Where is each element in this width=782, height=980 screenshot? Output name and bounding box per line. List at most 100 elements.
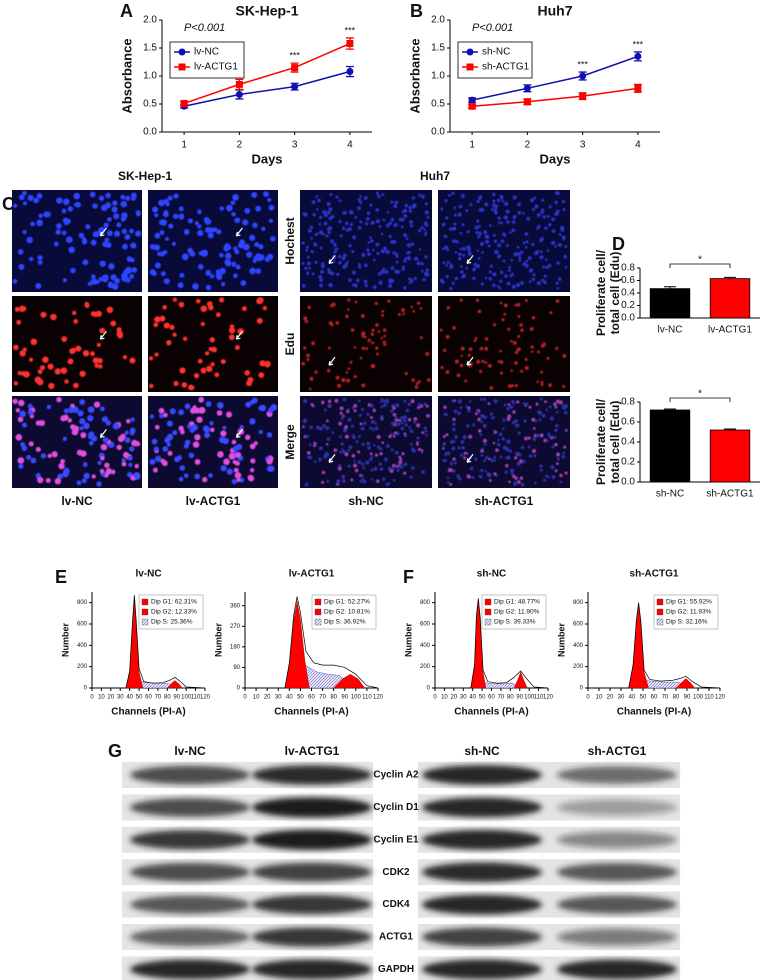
legend-box (481, 594, 547, 630)
cell (539, 250, 543, 254)
marker (579, 72, 587, 80)
cell (556, 399, 560, 404)
y-axis-label: Absorbance (407, 38, 422, 113)
cell (481, 251, 484, 254)
cell (484, 346, 489, 351)
x-tick-label: 100 (351, 695, 362, 701)
cell (13, 381, 19, 386)
cell (540, 383, 544, 387)
y-tick-label: 200 (573, 664, 584, 670)
cell (18, 194, 25, 201)
cell (36, 193, 43, 199)
cell (483, 415, 488, 419)
cell (512, 215, 517, 220)
cell (420, 194, 425, 199)
cell (487, 473, 492, 478)
cell (446, 260, 450, 264)
cell (451, 399, 455, 403)
arrow (235, 227, 243, 237)
cell (35, 446, 41, 452)
cell (225, 411, 233, 418)
cell (492, 323, 497, 327)
cell (71, 310, 77, 316)
cell (15, 408, 21, 413)
cell (337, 466, 342, 471)
cell (449, 461, 454, 466)
cell (328, 225, 333, 230)
cell (539, 255, 544, 260)
cell (465, 405, 469, 409)
cell (342, 397, 347, 402)
cell (187, 384, 194, 391)
cell (559, 473, 563, 478)
blot-strip (418, 794, 680, 821)
cell (556, 286, 560, 290)
cell (501, 427, 505, 430)
cell (342, 265, 347, 269)
cell (377, 330, 381, 334)
cell (393, 431, 397, 435)
cell (416, 443, 419, 446)
cell (200, 305, 208, 313)
row-label: Merge (283, 424, 297, 460)
cell (246, 251, 253, 258)
cell (460, 270, 464, 274)
cell (306, 261, 312, 266)
cell (71, 347, 77, 353)
cell (90, 311, 96, 317)
cell (467, 409, 471, 413)
cell (97, 460, 102, 466)
x-tick-label: 20 (107, 695, 114, 701)
series-line (183, 42, 351, 105)
cell (17, 457, 25, 464)
cell (451, 446, 456, 451)
significance: *** (289, 50, 300, 60)
cell (43, 211, 50, 218)
cell (383, 246, 387, 251)
cell (323, 408, 327, 412)
cell (453, 222, 457, 226)
cell (341, 474, 346, 479)
cell (353, 346, 357, 349)
cell (489, 386, 494, 390)
cell (351, 270, 356, 275)
cell (311, 200, 316, 205)
cell (390, 279, 395, 283)
cell (554, 469, 558, 473)
cell (380, 249, 385, 254)
cell (555, 462, 559, 466)
cell (467, 353, 471, 357)
panel-title: SK-Hep-1 (118, 169, 172, 183)
cell (536, 380, 539, 384)
y-tick-label: 800 (77, 600, 88, 606)
cell (454, 250, 458, 254)
marker (466, 63, 474, 71)
x-tick-label: 0 (243, 695, 247, 701)
cell (313, 242, 318, 247)
cell (219, 252, 224, 258)
cell (91, 474, 96, 479)
y-tick-label: 0 (84, 686, 88, 692)
cell (99, 327, 106, 334)
cell (515, 423, 519, 427)
legend-label: lv-ACTG1 (194, 62, 238, 73)
cell (363, 196, 368, 201)
cell (336, 272, 340, 276)
cell (18, 463, 24, 469)
cell (179, 465, 186, 471)
significance: * (698, 389, 702, 400)
x-tick-label: 110 (704, 695, 714, 701)
cell (22, 347, 27, 352)
legend-box (138, 594, 204, 630)
cell (490, 208, 494, 212)
cell (422, 278, 426, 282)
cell (40, 453, 47, 459)
cell (520, 328, 524, 333)
cell (506, 439, 510, 443)
cell (375, 242, 380, 247)
cell (476, 219, 480, 223)
cell (373, 466, 378, 471)
cell (502, 418, 506, 423)
blot-band (130, 928, 250, 946)
cell (526, 216, 531, 221)
